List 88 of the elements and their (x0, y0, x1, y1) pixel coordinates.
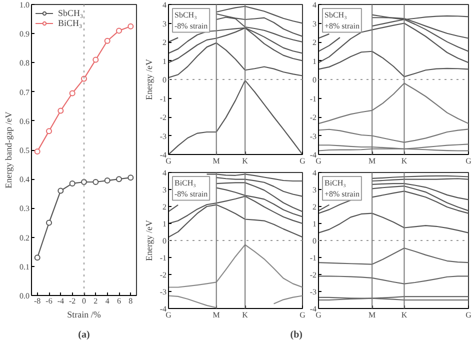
y-tick-label: 2 (162, 202, 166, 212)
annotation: -8% strain (174, 189, 208, 198)
y-tick-label: 0.0 (20, 292, 30, 300)
x-tick-label: M (212, 310, 220, 320)
y-tick-label: 0.4 (20, 175, 30, 184)
y-axis-title: Energy /eV (144, 58, 154, 100)
y-tick-label: -3 (310, 132, 317, 141)
legend-label: SbCH₃ (58, 8, 84, 18)
y-tick-label: 4 (162, 0, 166, 10)
y-tick-label: 0.8 (20, 58, 30, 68)
y-tick-label: -2 (310, 270, 317, 280)
y-tick-label: 0.6 (20, 116, 30, 126)
x-tick-label: K (242, 310, 248, 320)
annotation: SbCH₃ (174, 10, 198, 20)
annotation: -8% strain (174, 21, 208, 30)
x-tick-label: K (401, 310, 408, 320)
y-tick-label: 4 (312, 168, 316, 178)
y-tick-label: 1 (312, 220, 316, 228)
y-tick-label: 2 (312, 202, 316, 212)
x-tick-label: M (212, 156, 220, 166)
x-tick-label: M (368, 310, 376, 320)
y-tick-label: -2 (160, 113, 167, 122)
y-tick-label: -4 (310, 304, 317, 314)
x-axis-title: Strain /% (67, 310, 102, 320)
y-tick-label: 0.1 (20, 262, 30, 272)
y-tick-label: 0.3 (20, 204, 30, 214)
y-tick-label: -2 (160, 270, 167, 280)
y-tick-label: -1 (310, 254, 317, 262)
x-tick-label: G (466, 310, 472, 320)
x-tick-label: G (316, 156, 322, 166)
y-tick-label: 0.7 (20, 88, 30, 97)
y-tick-label: 3 (312, 19, 316, 28)
y-tick-label: 0.2 (20, 233, 30, 242)
y-axis-title: Energy /eV (144, 219, 154, 262)
y-tick-label: 1.0 (20, 0, 30, 10)
y-tick-label: -4 (160, 304, 167, 314)
y-tick-label: 0 (312, 76, 316, 84)
y-axis-title: Energy band-gap /eV (4, 111, 14, 188)
annotation: SbCH₃ (324, 10, 348, 20)
y-tick-label: 4 (312, 0, 316, 10)
y-tick-label: 4 (162, 168, 166, 178)
y-tick-label: 1 (312, 56, 316, 66)
y-tick-label: -4 (310, 150, 317, 160)
x-tick-label: G (316, 310, 322, 320)
x-tick-label: 2 (94, 296, 98, 306)
y-tick-label: 3 (162, 19, 166, 28)
y-tick-label: 0 (162, 76, 166, 84)
x-tick-label: 6 (117, 296, 121, 306)
y-tick-label: -2 (310, 113, 317, 122)
x-tick-label: K (242, 156, 248, 166)
annotation: BiCH₃ (174, 178, 196, 188)
y-tick-label: 3 (162, 186, 166, 194)
y-tick-label: 0 (162, 236, 166, 246)
text: (b) (290, 330, 303, 340)
x-tick-label: 4 (105, 296, 110, 306)
y-tick-label: 3 (312, 186, 316, 194)
y-tick-label: -3 (160, 288, 167, 296)
x-tick-label: -6 (46, 296, 52, 306)
x-tick-label: 8 (128, 296, 133, 306)
x-tick-label: M (368, 156, 376, 166)
legend-label: BiCH₃ (58, 18, 82, 28)
annotation: BiCH₃ (324, 178, 346, 188)
annotation: +8% strain (324, 21, 360, 30)
x-tick-label: K (401, 156, 408, 166)
x-tick-label: 0 (82, 296, 86, 306)
y-tick-label: 2 (162, 38, 166, 47)
y-tick-label: 0.9 (20, 30, 30, 39)
y-tick-label: -1 (310, 94, 317, 104)
text: (a) (78, 330, 90, 340)
y-tick-label: -3 (310, 288, 317, 296)
y-tick-label: -1 (160, 254, 167, 262)
y-tick-label: -4 (160, 150, 167, 160)
y-tick-label: -1 (160, 94, 167, 104)
y-tick-label: 1 (162, 56, 166, 66)
x-tick-label: G (166, 156, 172, 166)
x-tick-label: G (466, 156, 472, 166)
y-tick-label: 1 (162, 220, 166, 228)
x-tick-label: -8 (34, 296, 41, 306)
annotation: +8% strain (324, 189, 360, 198)
y-tick-label: 0.5 (20, 146, 30, 155)
y-tick-label: -3 (160, 132, 167, 141)
x-tick-label: -4 (57, 296, 64, 306)
y-tick-label: 0 (312, 236, 316, 246)
x-tick-label: G (166, 310, 172, 320)
y-tick-label: 2 (312, 38, 316, 47)
x-tick-label: G (300, 156, 306, 166)
x-tick-label: -2 (69, 296, 76, 306)
x-tick-label: G (300, 310, 306, 320)
